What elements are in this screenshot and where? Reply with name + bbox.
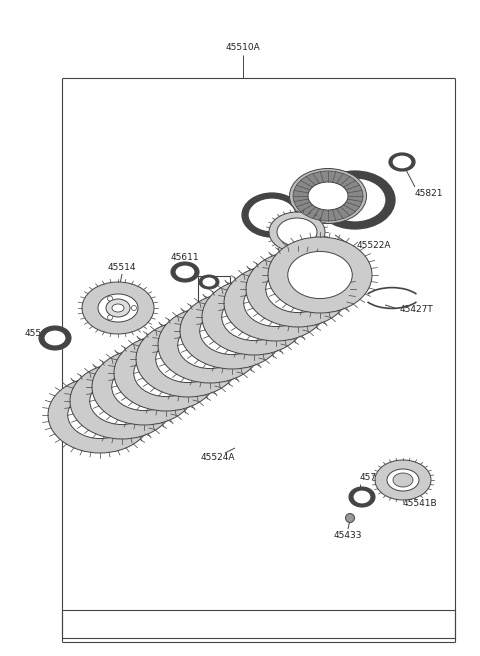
Ellipse shape: [171, 262, 199, 282]
Text: 45611: 45611: [171, 253, 199, 262]
Ellipse shape: [39, 326, 71, 350]
Ellipse shape: [106, 299, 130, 317]
Ellipse shape: [315, 171, 395, 229]
Text: 45510A: 45510A: [226, 43, 260, 52]
Ellipse shape: [82, 282, 154, 334]
Ellipse shape: [222, 293, 286, 340]
Ellipse shape: [202, 277, 216, 287]
Ellipse shape: [158, 307, 262, 383]
Text: 45514: 45514: [108, 264, 136, 272]
Ellipse shape: [246, 251, 350, 327]
Ellipse shape: [288, 251, 352, 298]
Ellipse shape: [112, 304, 124, 312]
Ellipse shape: [393, 473, 413, 487]
Ellipse shape: [48, 377, 152, 453]
Ellipse shape: [349, 487, 375, 507]
Ellipse shape: [98, 294, 138, 322]
Ellipse shape: [266, 266, 330, 312]
Bar: [198, 276, 230, 304]
Ellipse shape: [175, 265, 195, 279]
Ellipse shape: [112, 363, 176, 411]
Ellipse shape: [200, 308, 264, 354]
Text: 45544T: 45544T: [25, 329, 59, 337]
Text: 45541B: 45541B: [403, 499, 438, 508]
Ellipse shape: [224, 265, 328, 341]
Text: 45532A: 45532A: [248, 201, 282, 209]
Text: 45521: 45521: [186, 314, 214, 323]
Ellipse shape: [178, 321, 242, 369]
Ellipse shape: [269, 212, 325, 252]
Text: 45821: 45821: [415, 188, 444, 197]
Text: 45385B: 45385B: [281, 253, 315, 262]
Ellipse shape: [68, 392, 132, 439]
Circle shape: [132, 306, 136, 310]
Ellipse shape: [199, 275, 219, 289]
Ellipse shape: [156, 335, 220, 382]
Ellipse shape: [202, 279, 306, 355]
Text: 45522A: 45522A: [357, 241, 392, 251]
Ellipse shape: [248, 198, 296, 232]
Ellipse shape: [387, 469, 419, 491]
Ellipse shape: [90, 377, 154, 424]
Circle shape: [346, 514, 355, 522]
Ellipse shape: [375, 460, 431, 500]
Ellipse shape: [242, 193, 302, 237]
Circle shape: [108, 315, 112, 320]
Ellipse shape: [114, 335, 218, 411]
Ellipse shape: [136, 321, 240, 397]
Ellipse shape: [277, 218, 317, 246]
Ellipse shape: [289, 169, 367, 224]
Ellipse shape: [44, 330, 66, 346]
Ellipse shape: [134, 350, 198, 397]
Ellipse shape: [244, 279, 308, 327]
Ellipse shape: [308, 182, 348, 210]
Ellipse shape: [389, 153, 415, 171]
Text: 45513: 45513: [340, 218, 369, 226]
Ellipse shape: [268, 237, 372, 313]
Text: 45524A: 45524A: [201, 453, 235, 462]
Ellipse shape: [180, 293, 284, 369]
Ellipse shape: [392, 155, 412, 169]
Ellipse shape: [324, 178, 386, 222]
Ellipse shape: [293, 171, 363, 221]
Ellipse shape: [92, 349, 196, 425]
Ellipse shape: [353, 490, 371, 504]
Text: 45427T: 45427T: [400, 306, 434, 314]
Text: 45433: 45433: [334, 531, 362, 539]
Text: 45798: 45798: [360, 474, 389, 483]
Ellipse shape: [70, 363, 174, 439]
Circle shape: [108, 296, 112, 301]
